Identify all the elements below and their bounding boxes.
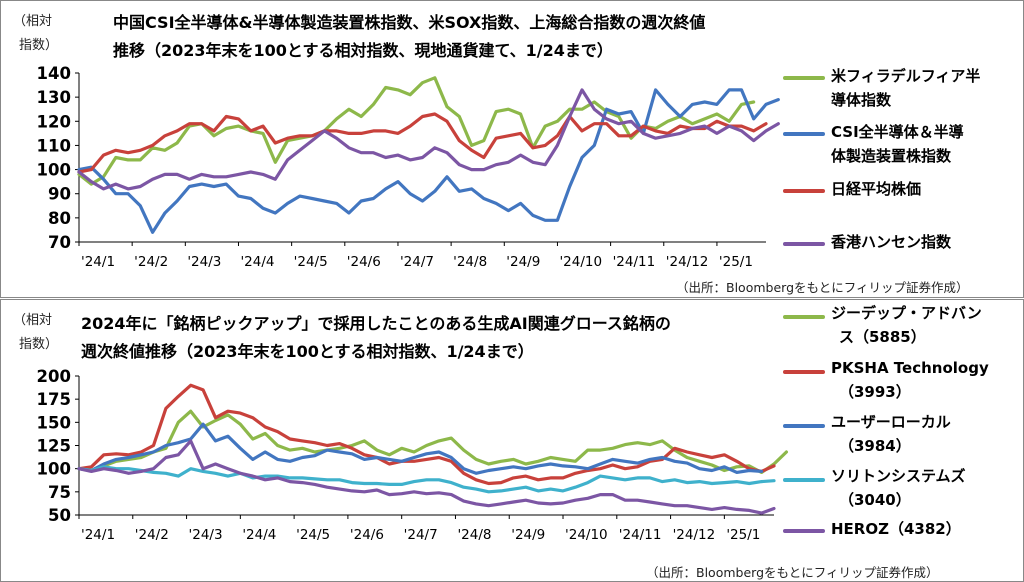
- y-unit-label-2b: 指数）: [19, 337, 59, 352]
- legend-label-pksha-a: PKSHA Technology: [831, 359, 989, 377]
- y-tick-label-2-5: 175: [37, 390, 71, 409]
- x-tick-label-2-0: '24/1: [81, 527, 115, 543]
- x-tick-label-1-3: '24/4: [240, 254, 274, 270]
- chart-title-1b: 推移（2023年末を100とする相対指数、現地通貨建て、1/24まで）: [113, 41, 613, 60]
- line-chart-2: 50 75 100 125 150 175 200 '24/1 '24/2 '24/3 '24/4 '…: [37, 367, 789, 543]
- x-tick-label-1-4: '24/5: [294, 254, 328, 270]
- x-tick-label-1-0: '24/1: [81, 254, 115, 270]
- y-unit-label-2a: （相対: [13, 313, 53, 328]
- y-tick-label-2-6: 200: [37, 367, 71, 386]
- legend-label-gdep-b: ス（5885）: [839, 328, 926, 346]
- y-tick-label-2-2: 100: [37, 460, 71, 479]
- source-note-1: （出所：Bloombergをもとにフィリップ証券作成）: [676, 280, 969, 295]
- series-line-2-3: [77, 465, 776, 494]
- y-tick-label-1-0: 70: [48, 233, 71, 252]
- y-tick-label-1-1: 80: [48, 209, 71, 228]
- y-tick-label-1-2: 90: [48, 185, 71, 204]
- y-unit-label-1a: （相対: [13, 14, 53, 29]
- x-tick-label-1-7: '24/8: [453, 254, 487, 270]
- x-tick-label-2-10: '24/11: [619, 527, 662, 543]
- series-line-1-1: [77, 88, 780, 234]
- legend-label-gdep-a: ジーデップ・アドバン: [831, 304, 982, 322]
- x-tick-label-1-1: '24/2: [134, 254, 168, 270]
- legend-swatch-gdep: [783, 315, 825, 319]
- legend-label-sox-b: 導体指数: [831, 91, 892, 109]
- x-tick-label-1-6: '24/7: [400, 254, 434, 270]
- x-tick-label-2-7: '24/8: [457, 527, 491, 543]
- legend-swatch-hangseng: [783, 242, 825, 246]
- legend-swatch-csi: [783, 132, 825, 136]
- legend-swatch-sox: [783, 76, 825, 80]
- x-tick-label-1-5: '24/6: [347, 254, 381, 270]
- chart-title-2b: 週次終値推移（2023年末を100とする相対指数、1/24まで）: [81, 342, 534, 361]
- x-tick-label-2-8: '24/9: [511, 527, 545, 543]
- line-chart-1: 70 80 90 100 110 120 130 140 '24/1 '24/2 '24/3 '24/…: [37, 64, 780, 270]
- x-tick-label-2-9: '24/10: [565, 527, 608, 543]
- y-tick-label-1-5: 120: [37, 112, 71, 131]
- series-line-1-2: [77, 112, 768, 174]
- legend-label-heroz: HEROZ（4382）: [831, 520, 961, 538]
- x-tick-label-2-1: '24/2: [135, 527, 169, 543]
- y-tick-label-2-4: 150: [37, 413, 71, 432]
- legend-label-soliton-b: （3040）: [839, 491, 911, 509]
- y-tick-label-1-3: 100: [37, 161, 71, 180]
- legend-label-soliton-a: ソリトンシステムズ: [831, 467, 966, 485]
- y-tick-label-2-1: 75: [48, 483, 71, 502]
- chart-panel-2: （相対 指数） 2024年に「銘柄ピックアップ」で採用したことのある生成AI関連…: [0, 299, 1024, 582]
- x-tick-label-2-4: '24/5: [296, 527, 330, 543]
- series-line-2-1: [77, 383, 776, 486]
- x-tick-label-2-11: '24/12: [673, 527, 716, 543]
- y-tick-label-1-6: 130: [37, 88, 71, 107]
- series-line-2-2: [77, 422, 764, 475]
- chart-title-2a: 2024年に「銘柄ピックアップ」で採用したことのある生成AI関連グロース銘柄の: [81, 314, 671, 333]
- legend-label-userlocal-a: ユーザーローカル: [831, 413, 951, 431]
- y-tick-label-2-3: 125: [37, 437, 71, 456]
- legend-label-nikkei: 日経平均株価: [831, 180, 922, 198]
- legend-swatch-pksha: [783, 370, 825, 374]
- x-tick-label-1-10: '24/11: [613, 254, 656, 270]
- x-tick-label-2-2: '24/3: [189, 527, 223, 543]
- x-tick-label-2-6: '24/7: [404, 527, 438, 543]
- x-tick-label-1-8: '24/9: [506, 254, 540, 270]
- legend-label-sox-a: 米フィラデルフィア半: [831, 67, 981, 85]
- legend-label-pksha-b: （3993）: [839, 383, 911, 401]
- y-tick-label-1-4: 110: [37, 136, 71, 155]
- series-line-1-3: [77, 88, 780, 191]
- y-tick-label-1-7: 140: [37, 64, 71, 83]
- legend-swatch-nikkei: [783, 189, 825, 193]
- legend-label-hangseng: 香港ハンセン指数: [831, 233, 952, 251]
- x-tick-label-2-3: '24/4: [242, 527, 276, 543]
- x-tick-label-1-12: '25/1: [719, 254, 753, 270]
- x-tick-label-1-2: '24/3: [187, 254, 221, 270]
- legend-swatch-heroz: [783, 529, 825, 533]
- legend-label-csi-b: 体製造装置株指数: [831, 147, 952, 165]
- x-tick-label-1-11: '24/12: [666, 254, 709, 270]
- legend-label-csi-a: CSI全半導体＆半導: [831, 123, 964, 141]
- y-unit-label-1b: 指数）: [19, 38, 59, 53]
- series-line-2-0: [77, 409, 789, 474]
- legend-swatch-soliton: [783, 478, 825, 482]
- x-tick-label-2-5: '24/6: [350, 527, 384, 543]
- series-line-2-4: [77, 439, 776, 515]
- y-tick-label-2-0: 50: [48, 506, 71, 525]
- legend-swatch-userlocal: [783, 424, 825, 428]
- x-tick-label-1-9: '24/10: [559, 254, 602, 270]
- chart-panel-1: （相対 指数） 中国CSI全半導体&半導体製造装置株指数、米SOX指数、上海総合…: [0, 0, 1024, 298]
- chart-title-1a: 中国CSI全半導体&半導体製造装置株指数、米SOX指数、上海総合指数の週次終値: [113, 13, 706, 32]
- source-note-2: （出所：Bloombergをもとにフィリップ証券作成）: [646, 565, 939, 580]
- x-tick-label-2-12: '25/1: [726, 527, 760, 543]
- legend-label-userlocal-b: （3984）: [839, 437, 911, 455]
